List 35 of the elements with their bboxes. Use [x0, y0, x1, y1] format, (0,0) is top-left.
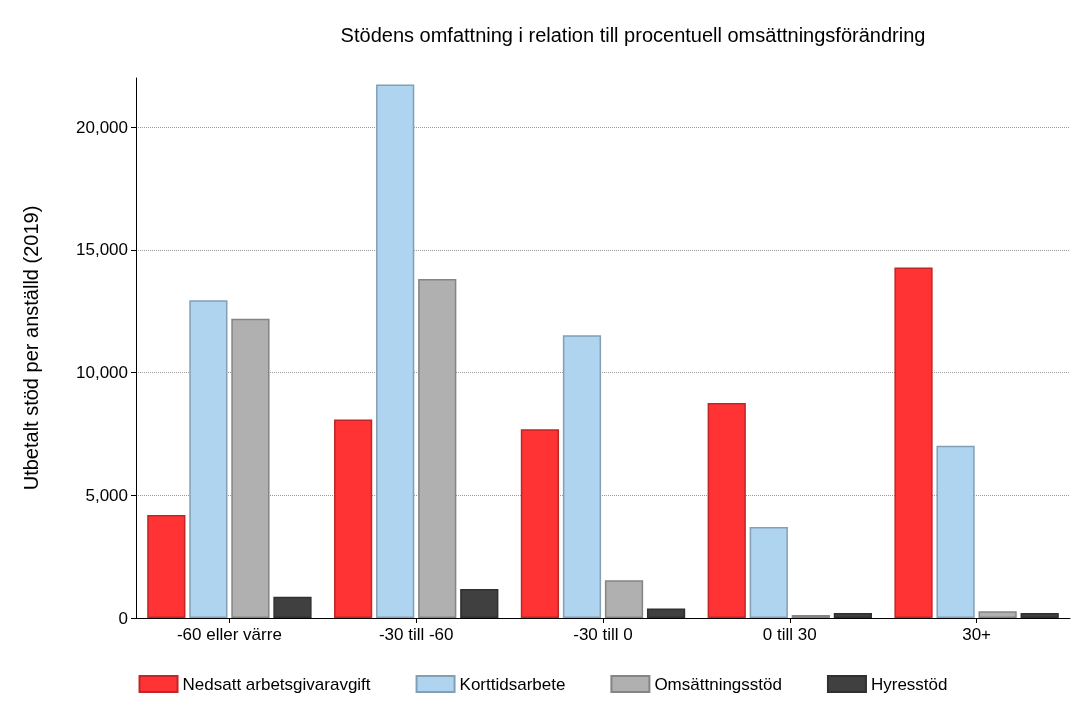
bar: [936, 445, 975, 618]
y-tick-label: 10,000: [76, 363, 128, 383]
legend-label: Hyresstöd: [870, 674, 948, 694]
bar: [273, 596, 312, 618]
bar: [460, 589, 499, 618]
bar: [231, 318, 270, 618]
bar: [147, 514, 186, 618]
bar: [334, 419, 373, 618]
legend-label: Nedsatt arbetsgivaravgift: [182, 674, 371, 694]
x-tick-label: 0 till 30: [762, 625, 817, 644]
legend-label: Omsättningsstöd: [654, 674, 782, 694]
bar: [189, 300, 228, 618]
y-tick-label: 15,000: [76, 240, 128, 260]
bar: [749, 526, 788, 618]
bar: [562, 335, 602, 618]
x-tick-label: -60 eller värre: [176, 625, 282, 644]
bar: [376, 84, 415, 618]
bar: [604, 580, 644, 618]
y-tick-label: 5,000: [85, 485, 128, 505]
y-tick-label: 0: [118, 608, 128, 628]
bar: [646, 608, 686, 618]
bar: [833, 613, 872, 618]
bar: [1020, 613, 1059, 618]
chart-title: Stödens omfattning i relation till procentuell omsättningsförändring: [340, 24, 926, 46]
bar: [978, 611, 1017, 618]
bar: [707, 402, 746, 618]
y-tick-label: 20,000: [76, 117, 128, 137]
legend-label: Korttidsarbete: [459, 674, 566, 694]
x-tick-label: -30 till -60: [378, 625, 454, 644]
x-tick-label: -30 till 0: [573, 625, 633, 644]
bar: [894, 267, 933, 618]
y-axis-title: Utbetalt stöd per anställd (2019): [20, 205, 42, 491]
bar: [418, 279, 457, 618]
bar: [520, 429, 560, 618]
x-tick-label: 30+: [962, 625, 992, 644]
